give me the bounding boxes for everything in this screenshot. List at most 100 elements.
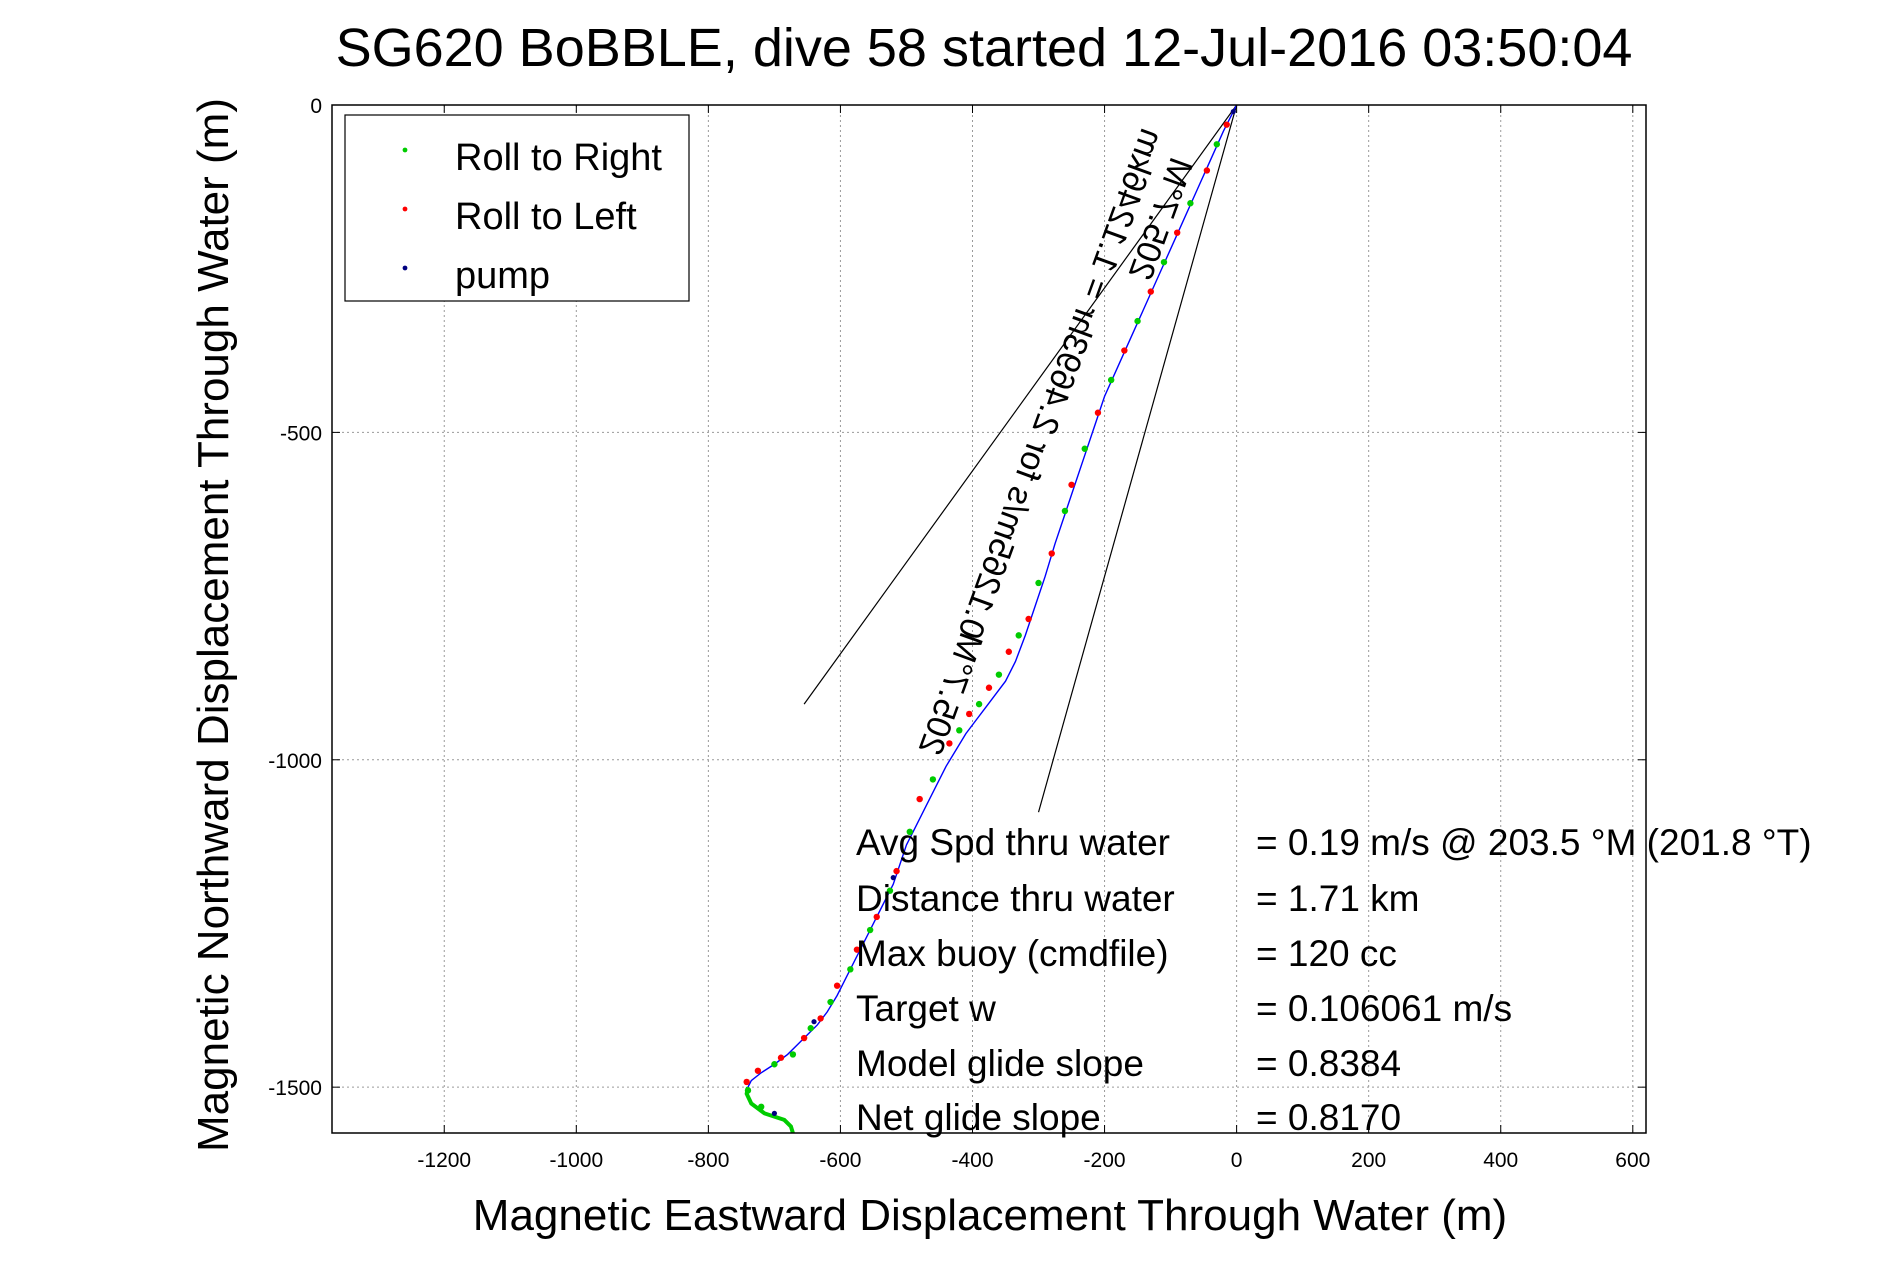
roll-right-point	[1081, 445, 1088, 452]
stat-value-max-buoy: = 120 cc	[1256, 933, 1397, 974]
roll-left-point	[833, 982, 841, 989]
roll-left-point	[946, 740, 953, 747]
x-tick-label: -400	[951, 1149, 993, 1172]
current-line	[803, 105, 1238, 705]
roll-left-point	[1121, 347, 1128, 354]
roll-left-point	[1223, 121, 1230, 128]
stats-block: Avg Spd thru water = 0.19 m/s @ 203.5 °M…	[856, 822, 1812, 1138]
roll-right-point	[1061, 507, 1069, 515]
x-axis-label: Magnetic Eastward Displacement Through W…	[473, 1191, 1507, 1240]
stat-value-distance: = 1.71 km	[1256, 878, 1420, 919]
y-tick-label: 0	[310, 95, 322, 118]
roll-left-point	[1094, 409, 1102, 416]
x-tick-label: -1000	[549, 1149, 603, 1172]
roll-left-point	[873, 913, 880, 921]
legend-label-pump: pump	[455, 255, 550, 297]
roll-right-point	[995, 671, 1003, 678]
current-line	[1037, 105, 1238, 813]
roll-right-point	[866, 926, 874, 934]
pump-point	[811, 1019, 817, 1025]
roll-right-point	[1134, 317, 1141, 325]
roll-left-point	[743, 1078, 750, 1086]
legend-marker-roll-left	[402, 206, 408, 212]
roll-right-point	[956, 727, 963, 734]
current-lines	[803, 105, 1238, 813]
y-tick-label: -1500	[268, 1077, 322, 1100]
stat-value-net-glide: = 0.8170	[1256, 1097, 1401, 1138]
roll-left-point	[817, 1015, 824, 1022]
y-axis-label: Magnetic Northward Displacement Through …	[189, 98, 238, 1152]
roll-left-point	[1068, 481, 1075, 488]
stat-label-max-buoy: Max buoy (cmdfile)	[856, 933, 1169, 974]
track-line	[745, 105, 1238, 1133]
stat-label-target-w: Target w	[856, 988, 996, 1029]
stat-label-net-glide: Net glide slope	[856, 1097, 1101, 1138]
roll-left-point	[800, 1034, 808, 1042]
pump-point	[1230, 108, 1236, 115]
track-series	[744, 105, 1238, 1133]
roll-right-point	[847, 966, 854, 973]
roll-right-point	[929, 776, 937, 783]
x-tick-label: -200	[1084, 1149, 1126, 1172]
roll-right-point	[906, 828, 913, 836]
x-tick-label: -600	[819, 1149, 861, 1172]
roll-right-point	[886, 887, 894, 894]
roll-left-point	[853, 946, 861, 953]
pump-point	[890, 875, 896, 881]
track-tail	[744, 1086, 795, 1133]
stat-label-model-glide: Model glide slope	[856, 1043, 1144, 1084]
roll-left-point	[965, 710, 973, 718]
y-tick-label: -500	[280, 422, 322, 445]
roll-right-point	[1035, 579, 1042, 587]
roll-left-point	[1048, 550, 1055, 557]
roll-right-point	[827, 998, 834, 1006]
roll-right-point	[1015, 632, 1022, 639]
roll-left-point	[916, 795, 923, 803]
y-ticks: 0 -500 -1000 -1500	[268, 95, 1646, 1100]
x-tick-label: 200	[1351, 1149, 1386, 1172]
y-tick-label: -1000	[268, 750, 322, 773]
x-ticks: -1200 -1000 -800 -600 -400 -200 0 200 400 600	[417, 105, 1650, 1172]
stat-value-target-w: = 0.106061 m/s	[1256, 988, 1512, 1029]
roll-right-point	[757, 1103, 765, 1111]
roll-left-point	[1203, 167, 1211, 174]
roll-left-point	[754, 1067, 762, 1074]
roll-right-point	[1187, 200, 1194, 207]
legend-marker-pump	[402, 265, 408, 271]
roll-left-point	[985, 684, 993, 691]
roll-right-point	[975, 700, 983, 708]
legend: Roll to Right Roll to Left pump	[344, 114, 690, 302]
legend-marker-roll-right	[402, 147, 408, 153]
marker-series	[743, 108, 1236, 1116]
roll-left-point	[893, 867, 900, 875]
x-tick-label: 0	[1231, 1149, 1243, 1172]
roll-right-point	[744, 1087, 752, 1094]
stat-value-model-glide: = 0.8384	[1256, 1043, 1401, 1084]
roll-left-point	[777, 1054, 785, 1061]
roll-right-point	[1213, 141, 1221, 148]
legend-label-roll-right: Roll to Right	[455, 137, 662, 179]
roll-right-point	[771, 1061, 778, 1068]
stat-label-avg-speed: Avg Spd thru water	[856, 822, 1170, 863]
roll-right-point	[807, 1025, 814, 1032]
pump-point	[771, 1110, 778, 1116]
legend-label-roll-left: Roll to Left	[455, 196, 637, 238]
stat-value-avg-speed: = 0.19 m/s @ 203.5 °M (201.8 °T)	[1256, 822, 1812, 863]
roll-left-point	[1005, 648, 1013, 655]
x-tick-label: 400	[1483, 1149, 1518, 1172]
plot-frame	[331, 104, 1647, 1134]
x-tick-label: 600	[1615, 1149, 1650, 1172]
roll-right-point	[1160, 258, 1168, 266]
stat-label-distance: Distance thru water	[856, 878, 1175, 919]
roll-left-point	[1173, 229, 1181, 236]
chart-title: SG620 BoBBLE, dive 58 started 12-Jul-201…	[336, 18, 1633, 78]
legend-box	[344, 114, 690, 302]
x-tick-label: -800	[687, 1149, 729, 1172]
x-tick-label: -1200	[417, 1149, 471, 1172]
roll-left-point	[1025, 615, 1032, 623]
roll-left-point	[1147, 288, 1154, 295]
roll-right-point	[1107, 376, 1115, 384]
roll-right-point	[789, 1051, 797, 1058]
